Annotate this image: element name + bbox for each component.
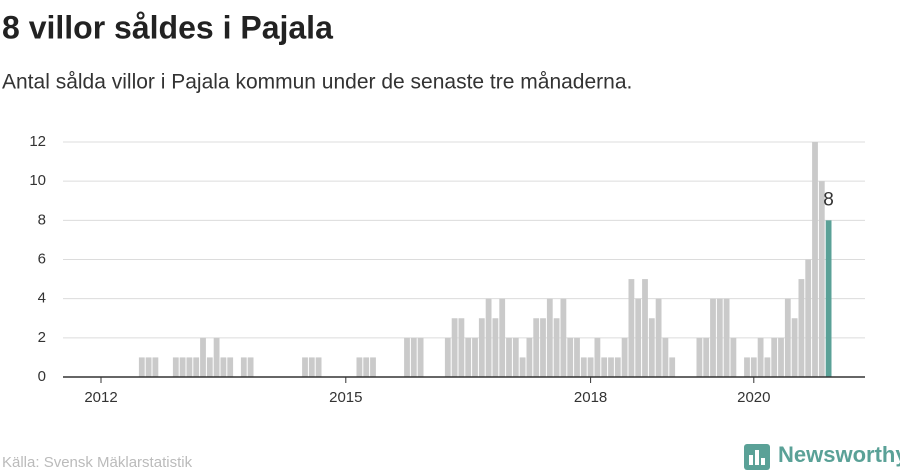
bar [594,337,601,377]
bar [642,279,648,377]
bar [485,298,492,377]
bar [750,357,757,377]
bar [444,337,451,377]
bar [519,357,526,377]
bar [608,357,614,377]
bar [512,337,519,377]
y-tick-label: 6 [38,250,46,267]
bar [798,279,805,377]
bar [778,337,784,377]
x-tick-label: 2012 [84,389,117,406]
bar [812,142,818,377]
bar [580,357,587,377]
y-tick-label: 10 [29,172,46,189]
bar [574,337,580,377]
bar [764,357,771,377]
bar [302,357,308,377]
bar [213,337,220,377]
bar [193,357,200,377]
x-tick-label: 2015 [329,389,362,406]
bar [370,357,376,377]
bar [138,357,145,377]
bar [478,318,485,377]
bar [784,298,791,377]
bar [601,357,608,377]
bar [465,337,472,377]
y-tick-label: 8 [38,211,46,228]
bar [744,357,750,377]
y-tick-label: 0 [38,368,46,385]
bar [560,298,567,377]
y-tick-label: 12 [29,133,46,150]
bar [648,318,655,377]
y-tick-label: 4 [38,290,46,307]
bar [791,318,798,377]
bar [723,298,730,377]
bar [662,337,669,377]
bar [716,298,723,377]
bar [710,298,716,377]
bar [247,357,254,377]
bar [315,357,322,377]
bar [472,337,478,377]
bar [227,357,234,377]
y-tick-label: 2 [38,329,46,346]
bar [757,337,764,377]
bar [506,337,512,377]
bar [628,279,635,377]
bar [240,357,247,377]
bar [621,337,628,377]
bar [553,318,560,377]
x-tick-label: 2018 [574,389,607,406]
bar [152,357,159,377]
bar [220,357,227,377]
data-label: 8 [823,189,834,210]
chart-subtitle: Antal sålda villor i Pajala kommun under… [2,71,632,94]
bar [404,337,410,377]
chart-title: 8 villor såldes i Pajala [2,9,333,45]
bar [730,337,737,377]
bar [703,337,710,377]
bar [546,298,553,377]
x-tick-label: 2020 [737,389,770,406]
bar [499,298,506,377]
bar [410,337,417,377]
bar [417,337,424,377]
bar [356,357,363,377]
logo-icon [744,444,770,470]
bar [186,357,193,377]
bar [614,357,621,377]
bar [492,318,499,377]
brand: Newsworthy [778,442,900,467]
bar [533,318,540,377]
bar [805,259,812,377]
bar [145,357,152,377]
bar [451,318,458,377]
bar [200,337,206,377]
source: Källa: Svensk Mäklarstatistik [2,454,193,471]
bar [540,318,546,377]
bar [587,357,594,377]
bar [363,357,370,377]
bar [308,357,315,377]
bar [635,298,642,377]
bar [655,298,662,377]
bar [179,357,186,377]
bar [526,337,533,377]
bar [696,337,703,377]
bar [669,357,676,377]
bar [567,337,574,377]
bar [818,181,825,377]
bar [458,318,465,377]
bar [172,357,179,377]
bar [825,220,832,377]
bar [771,337,778,377]
bar [206,357,213,377]
